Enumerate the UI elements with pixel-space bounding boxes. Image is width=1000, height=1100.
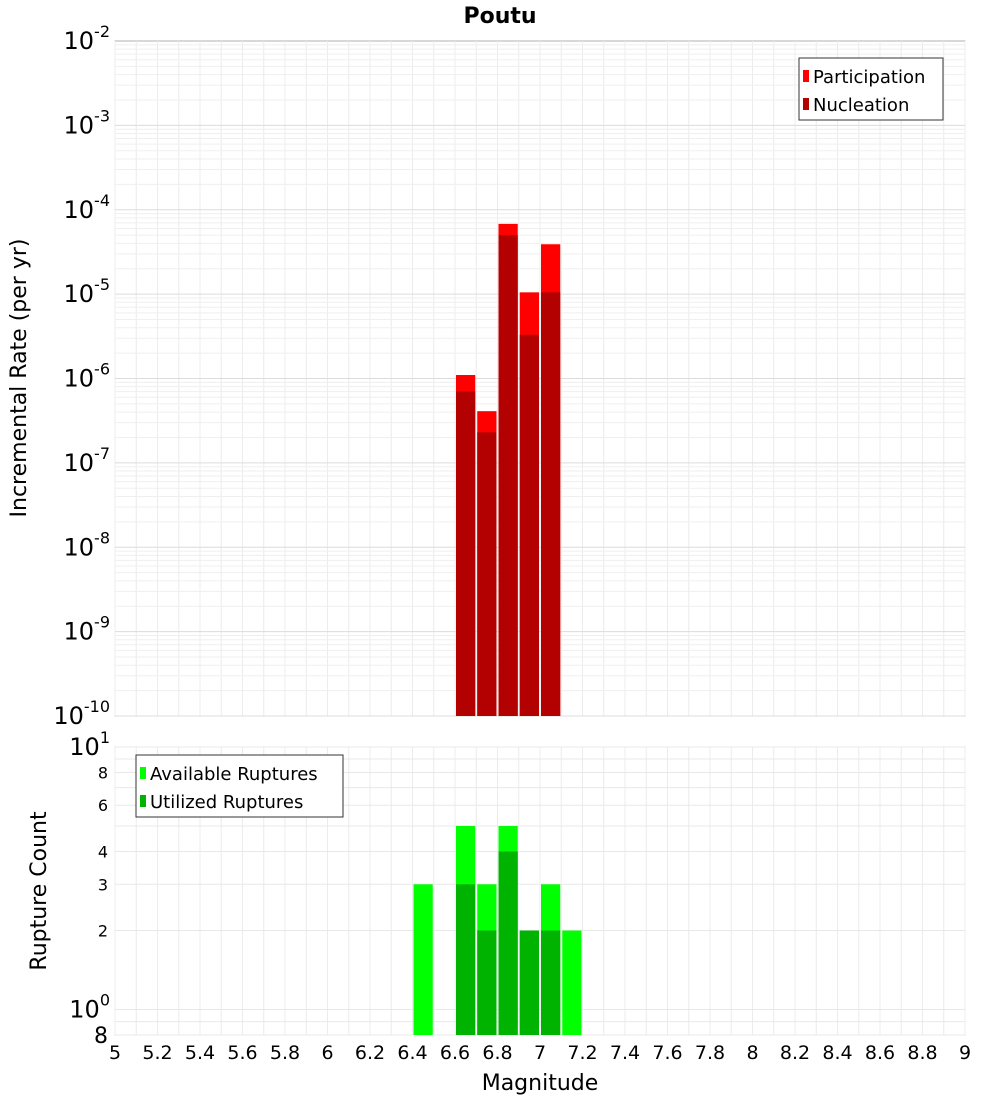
y-tick-label: 10-3 (64, 106, 111, 139)
rate-plot-bars (456, 223, 561, 717)
count-bar-b (519, 930, 539, 1035)
x-axis-ticks: 5 5.2 5.4 5.6 5.8 6 6.2 6.4 6.6 6.8 7 7.2 7.4 7.6 7.8 8… (109, 1042, 971, 1064)
rate-bar-b (498, 235, 518, 716)
rate-legend-swatch (803, 70, 809, 82)
x-tick-label: 5.2 (142, 1042, 172, 1064)
rate-plot-y-ticks: 10-10 10-9 10-8 10-7 10-6 10-5 10-4 10-3 10-2 (53, 22, 110, 730)
count-y-axis-label: Rupture Count (27, 811, 52, 971)
rate-y-axis-label: Incremental Rate (per yr) (7, 239, 32, 518)
y-tick-label: 4 (98, 842, 108, 861)
count-plot-y-ticks: 100 101 8 2 3 4 6 8 (69, 728, 110, 1049)
count-bar-b (541, 930, 561, 1035)
x-axis-label: Magnitude (482, 1071, 599, 1096)
count-bar-a (413, 884, 433, 1035)
x-tick-label: 8 (746, 1042, 758, 1064)
rate-legend: Participation Nucleation (798, 57, 944, 121)
y-tick-label: 10-8 (64, 528, 111, 561)
x-tick-label: 5.4 (185, 1042, 215, 1064)
x-tick-label: 5.6 (227, 1042, 257, 1064)
rate-legend-label: Participation (813, 67, 925, 88)
count-legend-swatch (140, 767, 146, 779)
y-tick-label: 8 (94, 1024, 108, 1049)
x-tick-label: 6.6 (440, 1042, 470, 1064)
y-tick-label: 6 (98, 796, 108, 815)
x-tick-label: 7.2 (567, 1042, 597, 1064)
count-bar-b (477, 930, 497, 1035)
y-tick-label: 101 (69, 728, 110, 761)
count-legend: Available Ruptures Utilized Ruptures (135, 754, 344, 818)
x-tick-label: 8.4 (822, 1042, 852, 1064)
x-tick-label: 6.2 (355, 1042, 385, 1064)
chart-title: Poutu (463, 4, 536, 29)
count-bar-a (562, 930, 582, 1035)
y-tick-label: 2 (98, 922, 108, 941)
count-legend-box (135, 754, 344, 818)
x-tick-label: 8.2 (780, 1042, 810, 1064)
rate-legend-swatch (803, 98, 809, 110)
y-tick-label: 10-2 (64, 22, 111, 55)
x-tick-label: 5 (109, 1042, 121, 1064)
x-tick-label: 9 (959, 1042, 971, 1064)
x-tick-label: 6 (321, 1042, 333, 1064)
x-tick-label: 7.8 (695, 1042, 725, 1064)
y-tick-label: 10-5 (64, 275, 111, 308)
count-legend-swatch (140, 795, 146, 807)
rate-plot: 10-10 10-9 10-8 10-7 10-6 10-5 10-4 10-3 10-2 Pa… (53, 22, 966, 730)
x-tick-label: 8.6 (865, 1042, 895, 1064)
x-tick-label: 6.4 (397, 1042, 427, 1064)
x-tick-label: 5.8 (270, 1042, 300, 1064)
count-legend-label: Utilized Ruptures (150, 792, 303, 813)
x-tick-label: 7.6 (652, 1042, 682, 1064)
count-bar-b (498, 851, 518, 1035)
rate-plot-grid (114, 41, 966, 717)
count-plot-bars (413, 826, 582, 1035)
x-tick-label: 6.8 (482, 1042, 512, 1064)
y-tick-label: 10-7 (64, 444, 111, 477)
rate-bar-b (519, 334, 539, 716)
rate-bar-b (541, 292, 561, 716)
y-tick-label: 10-10 (53, 697, 110, 730)
y-tick-label: 8 (98, 763, 108, 782)
y-tick-label: 3 (98, 875, 108, 894)
rate-legend-label: Nucleation (813, 95, 909, 116)
rate-bar-b (477, 432, 497, 716)
y-tick-label: 10-6 (64, 360, 111, 393)
y-tick-label: 10-4 (64, 191, 111, 224)
x-tick-label: 7 (534, 1042, 546, 1064)
x-tick-label: 8.8 (907, 1042, 937, 1064)
count-bar-b (456, 884, 476, 1035)
y-tick-label: 10-9 (64, 613, 111, 646)
x-tick-label: 7.4 (610, 1042, 640, 1064)
y-tick-label: 100 (69, 991, 110, 1024)
rate-bar-b (456, 391, 476, 716)
count-legend-label: Available Ruptures (150, 764, 318, 785)
count-plot: 100 101 8 2 3 4 6 8 Available Ruptures Utilized … (69, 728, 966, 1049)
rate-legend-box (798, 57, 944, 121)
